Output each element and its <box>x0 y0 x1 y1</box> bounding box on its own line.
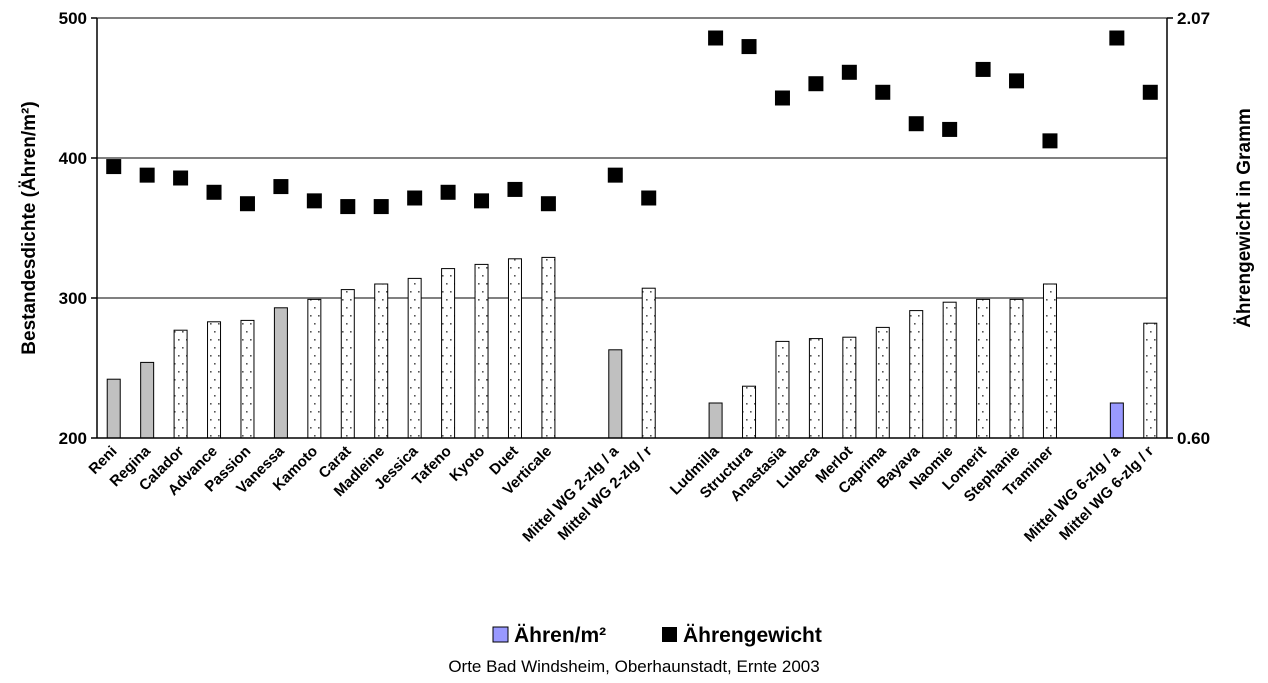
bar <box>140 361 155 439</box>
point <box>407 190 423 206</box>
point <box>841 64 857 80</box>
bar <box>708 402 723 439</box>
bar <box>273 307 288 439</box>
bar <box>608 349 623 439</box>
point <box>340 199 356 215</box>
bar <box>207 321 222 439</box>
y-tick-label: 200 <box>59 429 87 448</box>
y-tick-label: 300 <box>59 289 87 308</box>
legend: Ähren/m² Ährengewicht <box>492 624 822 647</box>
point <box>440 184 456 200</box>
point <box>741 39 757 55</box>
legend-label-bars: Ähren/m² <box>514 624 606 647</box>
bar <box>407 277 422 439</box>
category-labels: ReniReginaCaladorAdvancePassionVanessaKa… <box>86 442 1158 545</box>
point <box>1009 73 1025 89</box>
point <box>808 76 824 92</box>
y2-tick-label: 0.60 <box>1177 429 1210 448</box>
point <box>1142 84 1158 100</box>
bar <box>106 378 121 439</box>
legend-swatch-points <box>662 627 677 642</box>
bar <box>173 329 188 439</box>
bar <box>641 287 656 439</box>
point <box>708 30 724 46</box>
bar <box>909 310 924 439</box>
bar <box>842 336 857 439</box>
point <box>106 159 122 175</box>
bar <box>742 385 757 439</box>
point <box>774 90 790 106</box>
bar <box>1143 322 1158 439</box>
point <box>540 196 556 212</box>
point <box>306 193 322 209</box>
point <box>942 121 958 137</box>
point <box>139 167 155 183</box>
legend-swatch-bars <box>492 626 509 643</box>
y2-tick-label: 2.07 <box>1177 9 1210 28</box>
bar <box>1042 283 1057 439</box>
right-axis-ticks: 0.60 2.07 <box>1167 9 1210 448</box>
bar <box>808 338 823 439</box>
bar <box>474 263 489 439</box>
bar <box>775 340 790 439</box>
point <box>474 193 490 209</box>
chart-caption: Orte Bad Windsheim, Oberhaunstadt, Ernte… <box>448 657 819 676</box>
point <box>607 167 623 183</box>
point <box>206 184 222 200</box>
y-tick-label: 500 <box>59 9 87 28</box>
point <box>173 170 189 186</box>
point <box>1042 133 1058 149</box>
point <box>373 199 389 215</box>
bar <box>541 256 556 439</box>
point <box>1109 30 1125 46</box>
bar <box>1009 298 1024 439</box>
bar <box>307 298 322 439</box>
bar <box>942 301 957 439</box>
right-axis-title: Ährengewicht in Gramm <box>1234 108 1255 328</box>
bar <box>340 289 355 439</box>
bar <box>374 283 389 439</box>
point <box>875 84 891 100</box>
point <box>975 61 991 77</box>
bar <box>240 319 255 439</box>
scatter-series <box>106 30 1158 215</box>
bar <box>976 298 991 439</box>
point <box>641 190 657 206</box>
bar <box>507 258 522 439</box>
y-tick-label: 400 <box>59 149 87 168</box>
bar <box>441 268 456 439</box>
point <box>273 179 289 195</box>
point <box>239 196 255 212</box>
bar <box>1109 402 1124 439</box>
bar-series <box>106 256 1158 439</box>
bar <box>875 326 890 439</box>
left-axis-title: Bestandesdichte (Ähren/m²) <box>19 101 40 354</box>
point <box>908 116 924 132</box>
legend-label-points: Ährengewicht <box>683 624 822 647</box>
left-axis-ticks: 200 300 400 500 <box>59 9 97 448</box>
point <box>507 181 523 197</box>
grid-lines <box>97 17 1167 439</box>
category-label: Kyoto <box>446 443 488 485</box>
